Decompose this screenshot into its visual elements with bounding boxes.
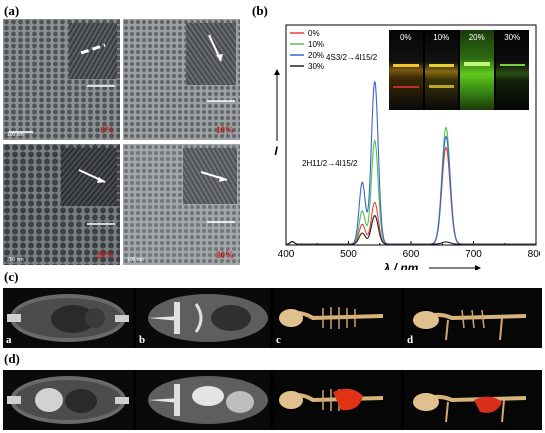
x-axis-label: λ / nm bbox=[383, 261, 419, 270]
ct-frame-letter: a bbox=[6, 334, 12, 346]
ct-frame-coronal-contrast bbox=[136, 370, 270, 430]
scale-bar-label: 100 nm bbox=[7, 132, 24, 138]
annotation-green-transition: 4S3/2→4I15/2 bbox=[326, 53, 378, 62]
x-tick-label: 700 bbox=[465, 249, 482, 260]
x-tick-label: 800 bbox=[528, 249, 540, 260]
tem-image bbox=[3, 19, 120, 140]
vial-band bbox=[428, 64, 454, 67]
tem-dopant-label: 20% bbox=[96, 250, 114, 260]
ct-frame-axial-contrast bbox=[3, 370, 133, 430]
panel-b-label: (b) bbox=[252, 3, 268, 18]
tem-dopant-label: 10% bbox=[216, 125, 234, 135]
vial-band bbox=[499, 64, 525, 66]
tem-image bbox=[123, 19, 240, 140]
tem-tile-2: 20% 200 nm bbox=[3, 144, 120, 265]
vial-label: 10% bbox=[433, 33, 450, 42]
ct-frame-axial: a bbox=[3, 288, 133, 348]
chart-series bbox=[285, 81, 536, 245]
vial-band bbox=[393, 64, 419, 67]
tem-image bbox=[3, 144, 120, 265]
ct-strip-c: a b c d bbox=[3, 288, 542, 348]
legend-label: 0% bbox=[308, 29, 320, 38]
tem-dopant-label: 30% bbox=[216, 250, 234, 260]
scale-bar-label: 200 nm bbox=[7, 257, 24, 263]
y-axis-arrowhead bbox=[274, 69, 280, 75]
ct-frame-3d-side-contrast bbox=[404, 370, 542, 430]
vial-0: 0% bbox=[389, 30, 423, 110]
tem-tile-3: 30% 100 nm bbox=[123, 144, 240, 265]
tem-grid: 0% 100 nm 10% 20% 200 nm 30% 100 nm bbox=[3, 19, 240, 265]
annotation-green-sub-transition: 2H11/2→4I15/2 bbox=[302, 159, 358, 168]
vial-band bbox=[428, 85, 454, 88]
x-axis-arrowhead bbox=[475, 265, 481, 270]
x-tick-label: 400 bbox=[278, 249, 295, 260]
vial-label: 30% bbox=[504, 33, 521, 42]
ct-frame-3d-top-contrast bbox=[273, 370, 401, 430]
chart-legend: 0% 10% 20% 30% bbox=[290, 29, 324, 71]
vial-3: 30% bbox=[495, 30, 529, 110]
legend-label: 20% bbox=[308, 51, 324, 60]
vial-2: 20% bbox=[460, 30, 494, 110]
vial-photo-inset: 0% 10% 20% 30% bbox=[389, 30, 529, 110]
panel-a-label: (a) bbox=[4, 3, 20, 18]
ct-frame-letter: b bbox=[139, 334, 146, 346]
series-line-10pct bbox=[285, 126, 536, 245]
scale-bar-label: 100 nm bbox=[127, 257, 144, 263]
ct-strip-d bbox=[3, 370, 542, 430]
x-tick-label: 500 bbox=[340, 249, 357, 260]
tem-tile-0: 0% 100 nm bbox=[3, 19, 120, 140]
vial-1: 10% bbox=[424, 30, 458, 110]
tem-image bbox=[123, 144, 240, 265]
tem-tile-1: 10% bbox=[123, 19, 240, 140]
panel-d-label: (d) bbox=[4, 351, 20, 366]
ct-frame-3d-top: c bbox=[273, 288, 401, 348]
ct-frame-coronal: b bbox=[136, 288, 270, 348]
ct-frame-letter: c bbox=[276, 334, 281, 346]
legend-label: 10% bbox=[308, 40, 324, 49]
vial-band bbox=[393, 86, 419, 88]
y-axis-label: I bbox=[274, 144, 278, 158]
ct-frame-3d-side: d bbox=[404, 288, 542, 348]
vial-label: 20% bbox=[468, 33, 485, 42]
chart-axes: 400 500 600 700 800 λ / nm I bbox=[274, 24, 540, 270]
x-tick-label: 600 bbox=[403, 249, 420, 260]
vial-band bbox=[464, 62, 490, 66]
series-line-30pct bbox=[285, 214, 536, 245]
tem-dopant-label: 0% bbox=[100, 125, 115, 135]
vial-label: 0% bbox=[399, 33, 412, 42]
ct-frame-letter: d bbox=[407, 334, 414, 346]
panel-c-label: (c) bbox=[4, 269, 19, 284]
legend-label: 30% bbox=[308, 62, 324, 71]
